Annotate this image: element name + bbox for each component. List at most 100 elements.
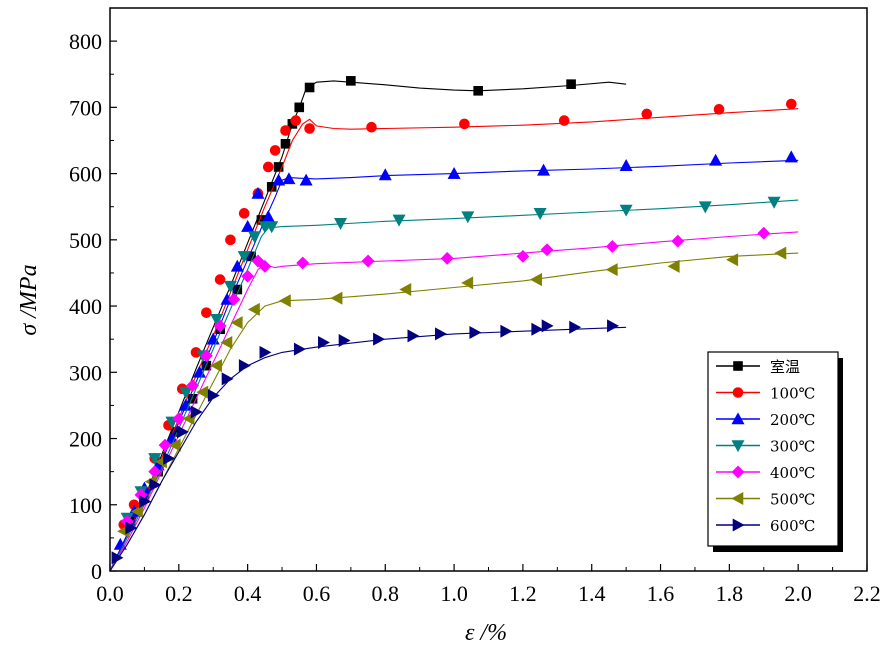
data-point: [199, 349, 213, 363]
data-point: [172, 412, 186, 426]
data-point: [447, 166, 461, 179]
data-point: [282, 172, 296, 185]
data-point: [392, 214, 406, 227]
legend-swatch-marker: [732, 518, 745, 532]
data-point: [516, 249, 530, 263]
data-point: [330, 291, 343, 305]
data-point: [304, 123, 315, 134]
data-point: [435, 327, 447, 341]
data-point: [461, 276, 474, 290]
x-tick-label: 0.8: [372, 581, 400, 606]
data-point: [774, 246, 787, 260]
data-point: [537, 163, 551, 176]
data-point: [237, 251, 251, 264]
legend-label: 600℃: [770, 517, 815, 535]
data-point: [726, 253, 739, 267]
data-point: [168, 438, 181, 452]
data-point: [461, 211, 475, 224]
x-tick-label: 1.4: [578, 581, 606, 606]
data-point: [290, 115, 302, 126]
data-point: [373, 332, 386, 346]
data-point: [238, 359, 251, 373]
data-point: [500, 324, 513, 338]
legend-label: 300℃: [770, 438, 815, 456]
data-point: [149, 478, 162, 492]
data-point: [566, 79, 576, 89]
data-point: [318, 335, 330, 349]
data-point: [196, 385, 209, 399]
series-7: [109, 319, 627, 572]
x-tick-label: 2.0: [784, 581, 812, 606]
data-point: [378, 168, 392, 181]
data-point: [304, 82, 315, 93]
data-point: [158, 438, 172, 452]
data-point: [440, 251, 454, 265]
data-point: [785, 98, 797, 110]
legend-swatch-marker: [731, 491, 744, 506]
y-tick-label: 600: [69, 162, 102, 187]
legend-label: 200℃: [770, 411, 815, 429]
legend-swatch-marker: [733, 361, 743, 371]
x-tick-label: 1.8: [716, 581, 744, 606]
data-point: [569, 320, 582, 334]
data-point: [201, 307, 212, 318]
y-tick-label: 100: [69, 493, 102, 518]
data-point: [399, 282, 412, 297]
legend-label: 500℃: [770, 491, 815, 509]
data-point: [278, 294, 291, 308]
data-point: [366, 121, 377, 133]
data-point: [238, 208, 250, 219]
y-tick-label: 200: [69, 427, 102, 452]
data-point: [346, 76, 356, 86]
data-point: [179, 386, 193, 399]
x-tick-label: 0.6: [303, 581, 331, 606]
data-point: [273, 162, 284, 172]
data-point: [334, 217, 348, 230]
data-point: [533, 208, 547, 220]
legend: 室温 100℃ 200℃ 300℃ 400℃ 500℃ 600℃: [707, 351, 843, 552]
data-point: [139, 494, 152, 508]
data-point: [558, 115, 570, 126]
data-point: [163, 451, 176, 465]
data-point: [230, 316, 243, 330]
data-point: [361, 254, 375, 268]
data-point: [148, 453, 162, 466]
legend-label: 100℃: [770, 385, 815, 403]
data-point: [338, 333, 351, 348]
data-point: [227, 293, 241, 306]
data-point: [459, 118, 470, 130]
data-point: [540, 243, 554, 257]
data-point: [784, 150, 798, 163]
data-point: [619, 159, 633, 171]
data-point: [230, 259, 244, 272]
axis-layer: 0.0 0.2 0.4 0.6 0.8 1.0 1.2 1.4 1.6 1.8 2.0 2.2 0 100…: [69, 7, 881, 606]
data-point: [125, 521, 138, 535]
data-point: [607, 319, 619, 333]
data-point: [294, 102, 305, 113]
data-point: [111, 551, 124, 565]
y-tick-label: 500: [69, 228, 102, 253]
data-point: [259, 345, 272, 359]
data-point: [473, 85, 483, 96]
legend-swatch-marker: [731, 412, 745, 425]
data-point: [241, 269, 255, 283]
data-point: [671, 234, 685, 248]
series-layer: [109, 76, 799, 572]
data-point: [190, 405, 203, 419]
data-point: [605, 240, 619, 253]
data-point: [265, 221, 279, 234]
data-point: [210, 359, 222, 373]
data-point: [605, 263, 618, 277]
legend-box: [707, 351, 839, 547]
x-tick-label: 0.4: [234, 581, 262, 606]
y-tick-label: 300: [69, 360, 102, 385]
x-tick-label: 2.2: [853, 581, 881, 606]
legend-swatch-marker: [731, 465, 745, 479]
data-point: [251, 186, 265, 199]
data-point: [667, 259, 680, 273]
y-tick-label: 0: [91, 559, 102, 584]
data-point: [531, 322, 544, 336]
y-tick-label: 700: [69, 95, 102, 120]
x-axis-title: ε /%: [465, 620, 507, 646]
